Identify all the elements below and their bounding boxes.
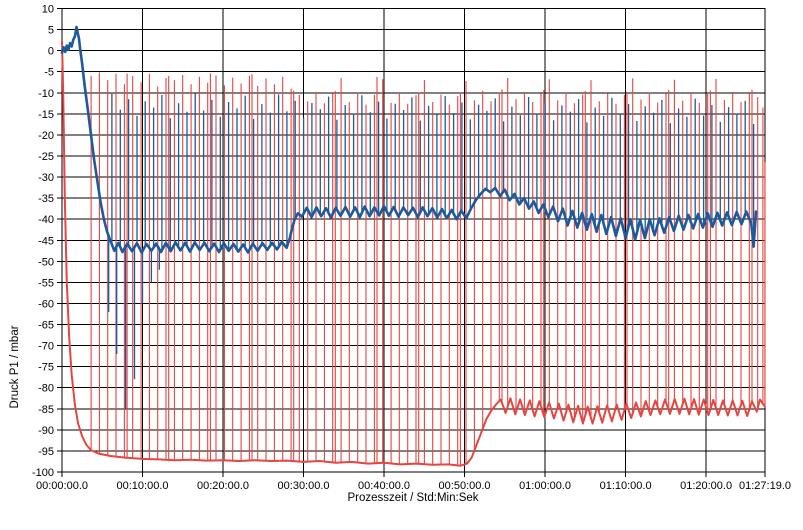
y-tick-label: -35: [38, 193, 54, 205]
y-tick-label: -100: [32, 467, 54, 479]
y-tick-label: -65: [38, 320, 54, 332]
y-tick-label: -85: [38, 404, 54, 416]
y-tick-label: -60: [38, 298, 54, 310]
x-tick-label: 01:10:00.0: [600, 480, 652, 492]
y-tick-label: -50: [38, 256, 54, 268]
y-tick-label: -25: [38, 151, 54, 163]
y-tick-label: -70: [38, 341, 54, 353]
y-tick-label: -20: [38, 130, 54, 142]
x-tick-label: 00:30:00.0: [278, 480, 330, 492]
y-tick-label: 0: [48, 46, 54, 58]
x-tick-label: 00:20:00.0: [197, 480, 249, 492]
y-axis-title: Druck P1 / mbar: [9, 325, 21, 408]
y-tick-label: -95: [38, 446, 54, 458]
y-tick-label: -45: [38, 235, 54, 247]
x-tick-label: 01:20:00.0: [680, 480, 732, 492]
y-tick-label: -15: [38, 109, 54, 121]
y-tick-label: -75: [38, 362, 54, 374]
y-tick-label: -55: [38, 277, 54, 289]
y-tick-label: 10: [42, 4, 54, 16]
x-tick-label: 00:50:00.0: [439, 480, 491, 492]
x-tick-label: 01:00:00.0: [519, 480, 571, 492]
x-tick-label: 01:27:19.0: [739, 480, 791, 492]
x-tick-label: 00:10:00.0: [117, 480, 169, 492]
series-blue-baseline: [60, 25, 758, 254]
y-tick-label: -10: [38, 88, 54, 100]
x-tick-label: 00:00:00.0: [36, 480, 88, 492]
x-tick-label: 00:40:00.0: [358, 480, 410, 492]
y-tick-label: -80: [38, 383, 54, 395]
y-tick-label: 5: [48, 25, 54, 37]
plot-generated-layers: 10 5 0 -5 -10 -15 -20 -25 -30 -35 -40 -45 -50 -55 -60 -…: [32, 4, 791, 493]
x-axis-title: Prozesszeit / Std:Min:Sek: [347, 492, 478, 504]
y-tick-label: -5: [44, 67, 54, 79]
y-tick-label: -40: [38, 214, 54, 226]
y-tick-label: -30: [38, 172, 54, 184]
series-red-baseline: [61, 39, 766, 467]
y-tick-label: -90: [38, 425, 54, 437]
